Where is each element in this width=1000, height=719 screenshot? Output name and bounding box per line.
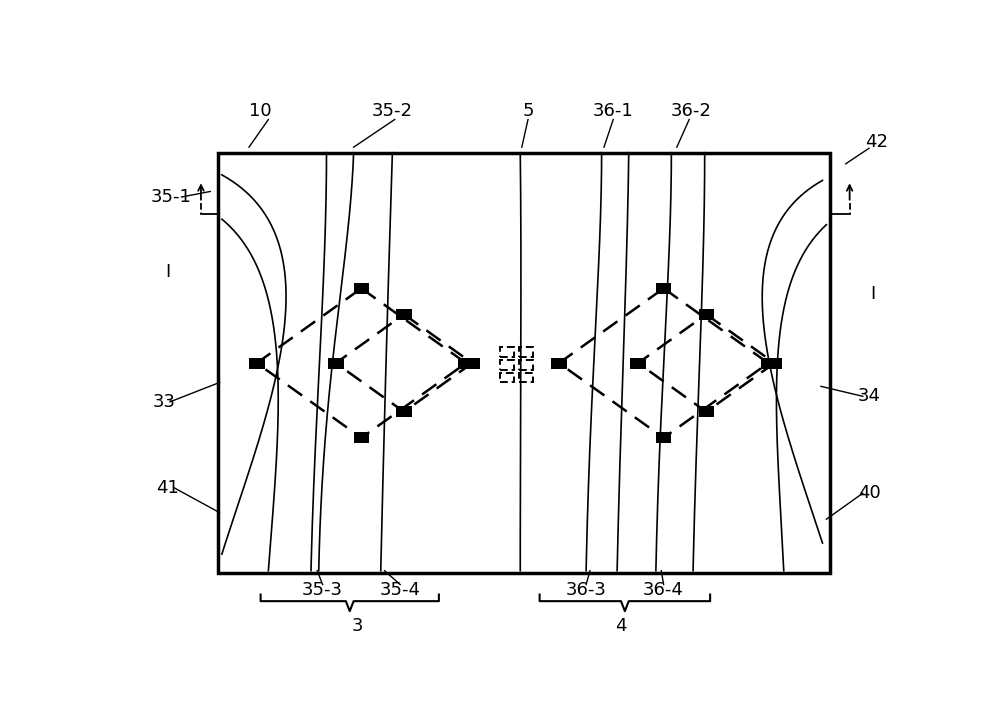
Text: 35-3: 35-3 bbox=[302, 581, 343, 599]
Text: 36-2: 36-2 bbox=[670, 102, 711, 120]
Text: 35-2: 35-2 bbox=[372, 102, 413, 120]
Polygon shape bbox=[328, 357, 344, 369]
Polygon shape bbox=[761, 357, 776, 369]
Text: 35-1: 35-1 bbox=[151, 188, 192, 206]
Bar bbox=[500, 347, 514, 357]
Text: 41: 41 bbox=[156, 479, 179, 497]
Text: 36-4: 36-4 bbox=[643, 581, 684, 599]
Bar bbox=[519, 347, 533, 357]
Bar bbox=[500, 372, 514, 383]
Polygon shape bbox=[354, 432, 369, 444]
Text: 35-4: 35-4 bbox=[380, 581, 421, 599]
Polygon shape bbox=[464, 357, 480, 369]
Text: I: I bbox=[870, 285, 876, 303]
Text: 3: 3 bbox=[352, 617, 363, 635]
Text: I: I bbox=[165, 262, 170, 280]
Bar bbox=[519, 372, 533, 383]
Polygon shape bbox=[656, 283, 671, 294]
Polygon shape bbox=[249, 357, 264, 369]
Polygon shape bbox=[656, 432, 671, 444]
Polygon shape bbox=[698, 309, 714, 320]
Polygon shape bbox=[396, 406, 412, 417]
Text: 40: 40 bbox=[858, 484, 880, 502]
Text: 42: 42 bbox=[865, 132, 888, 151]
Text: 36-3: 36-3 bbox=[566, 581, 607, 599]
Text: 10: 10 bbox=[249, 102, 272, 120]
Polygon shape bbox=[630, 357, 646, 369]
Polygon shape bbox=[354, 283, 369, 294]
Text: 4: 4 bbox=[615, 617, 627, 635]
Polygon shape bbox=[458, 357, 474, 369]
Bar bbox=[519, 360, 533, 370]
Text: 34: 34 bbox=[858, 388, 881, 406]
Polygon shape bbox=[767, 357, 782, 369]
Text: 33: 33 bbox=[152, 393, 175, 411]
Bar bbox=[500, 360, 514, 370]
Text: 36-1: 36-1 bbox=[593, 102, 634, 120]
Polygon shape bbox=[396, 309, 412, 320]
Polygon shape bbox=[698, 406, 714, 417]
Text: 5: 5 bbox=[522, 102, 534, 120]
Polygon shape bbox=[551, 357, 567, 369]
